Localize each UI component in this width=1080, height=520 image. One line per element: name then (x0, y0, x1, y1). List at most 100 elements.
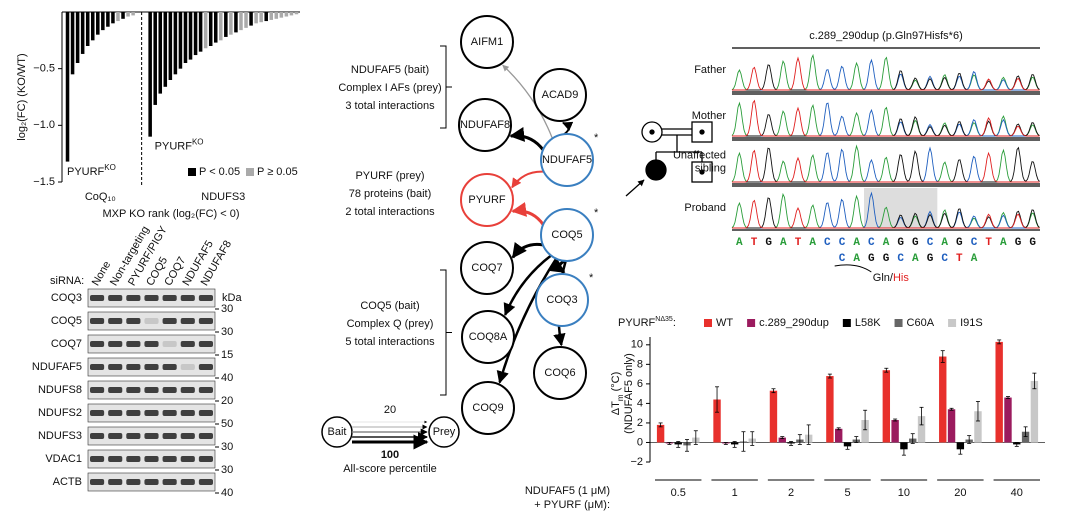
error-bar (863, 409, 868, 431)
base: T (956, 253, 963, 265)
bar (274, 12, 279, 19)
bar-annotation-sup: KO (104, 163, 116, 172)
error-bar (676, 441, 681, 448)
marker-label: 20 (221, 395, 233, 407)
bar (713, 399, 721, 443)
legend-title: PYURFNΔ35: (618, 316, 676, 329)
blot-band (144, 341, 159, 347)
error-bar (1023, 426, 1028, 438)
blot-band (162, 295, 177, 301)
legend-swatch (948, 319, 957, 327)
base: G (868, 253, 875, 265)
blot-band (126, 456, 141, 462)
blot-band (180, 387, 195, 393)
blot-band (108, 433, 123, 439)
blot-band (162, 341, 177, 347)
bar (85, 12, 90, 46)
annotation: 78 proteins (bait) (349, 188, 432, 200)
blot-band (144, 479, 159, 485)
blot-band (126, 318, 141, 324)
base: C (897, 253, 904, 265)
marker-label: 40 (221, 372, 233, 384)
legend-label: C60A (907, 317, 935, 329)
trace (732, 56, 1040, 91)
blot-band (90, 364, 105, 370)
bar (769, 390, 778, 443)
change-link (834, 264, 872, 273)
node (458, 98, 512, 152)
trace (731, 53, 1040, 91)
bar (279, 12, 284, 18)
y-tick-label: −0.5 (33, 63, 55, 75)
pedigree (625, 121, 713, 197)
bar (75, 12, 80, 63)
error-bar (1005, 396, 1010, 399)
edge (511, 202, 545, 226)
protein-label: NDUFAF5 (32, 361, 82, 373)
annotation: 3 total interactions (345, 100, 435, 112)
blot-band (162, 318, 177, 324)
base: T (751, 237, 758, 249)
protein-label: NDUFS8 (38, 384, 82, 396)
node (460, 173, 514, 227)
blot-band (126, 433, 141, 439)
bar (203, 12, 208, 49)
base: A (853, 237, 860, 249)
node (540, 133, 594, 187)
base: A (883, 237, 890, 249)
legend-swatch (188, 168, 196, 176)
node-asterisk: * (594, 132, 599, 144)
base: A (1000, 237, 1007, 249)
bar (198, 12, 203, 52)
base: C (971, 237, 978, 249)
trace (732, 199, 1040, 229)
blot-band (180, 364, 195, 370)
bar (80, 12, 85, 54)
node-label: COQ6 (544, 367, 575, 379)
blot-band (90, 295, 105, 301)
legend-node (428, 416, 460, 448)
blot-band (108, 364, 123, 370)
node (461, 381, 515, 435)
node-label: COQ8A (469, 331, 508, 343)
x-tick-label: 1 (732, 487, 738, 499)
legend-swatch (842, 319, 851, 327)
blot-band (108, 410, 123, 416)
x-axis-title: + PYURF (μM): (534, 499, 610, 511)
error-bar (836, 427, 841, 431)
blot-band (108, 456, 123, 462)
blot-band (90, 479, 105, 485)
x-axis-title: NDUFAF5 (1 μM) (525, 485, 610, 497)
annotation: COQ5 (bait) (360, 300, 419, 312)
node-label: AIFM1 (471, 36, 503, 48)
legend-label: L58K (855, 317, 881, 329)
bar (234, 12, 238, 33)
blot-band (90, 456, 105, 462)
blot-band (90, 387, 105, 393)
legend-low: 20 (384, 404, 396, 416)
base: G (883, 253, 890, 265)
marker-label: 30 (221, 464, 233, 476)
annotation: PYURF (prey) (355, 170, 424, 182)
bar (208, 12, 213, 46)
error-bar (854, 436, 859, 443)
bar (254, 12, 258, 24)
y-axis-title-line2: (NDUFAF5 only) (623, 353, 635, 434)
y-axis-title: ΔTm (°C) (610, 372, 625, 415)
error-bar (750, 431, 755, 446)
bar (116, 12, 120, 22)
edge (496, 257, 558, 384)
blot-strip (87, 311, 216, 331)
node-asterisk: * (589, 272, 594, 284)
node (540, 208, 594, 262)
blot-band (180, 479, 195, 485)
node-label: NDUFAF5 (542, 154, 592, 166)
base: A (780, 237, 787, 249)
x-axis-title: MXP KO rank (log₂(FC) < 0) (102, 208, 239, 220)
error-bar (827, 373, 832, 379)
bar (1004, 397, 1012, 443)
blot-band (90, 341, 105, 347)
edge (502, 64, 554, 139)
error-bar (884, 367, 889, 373)
